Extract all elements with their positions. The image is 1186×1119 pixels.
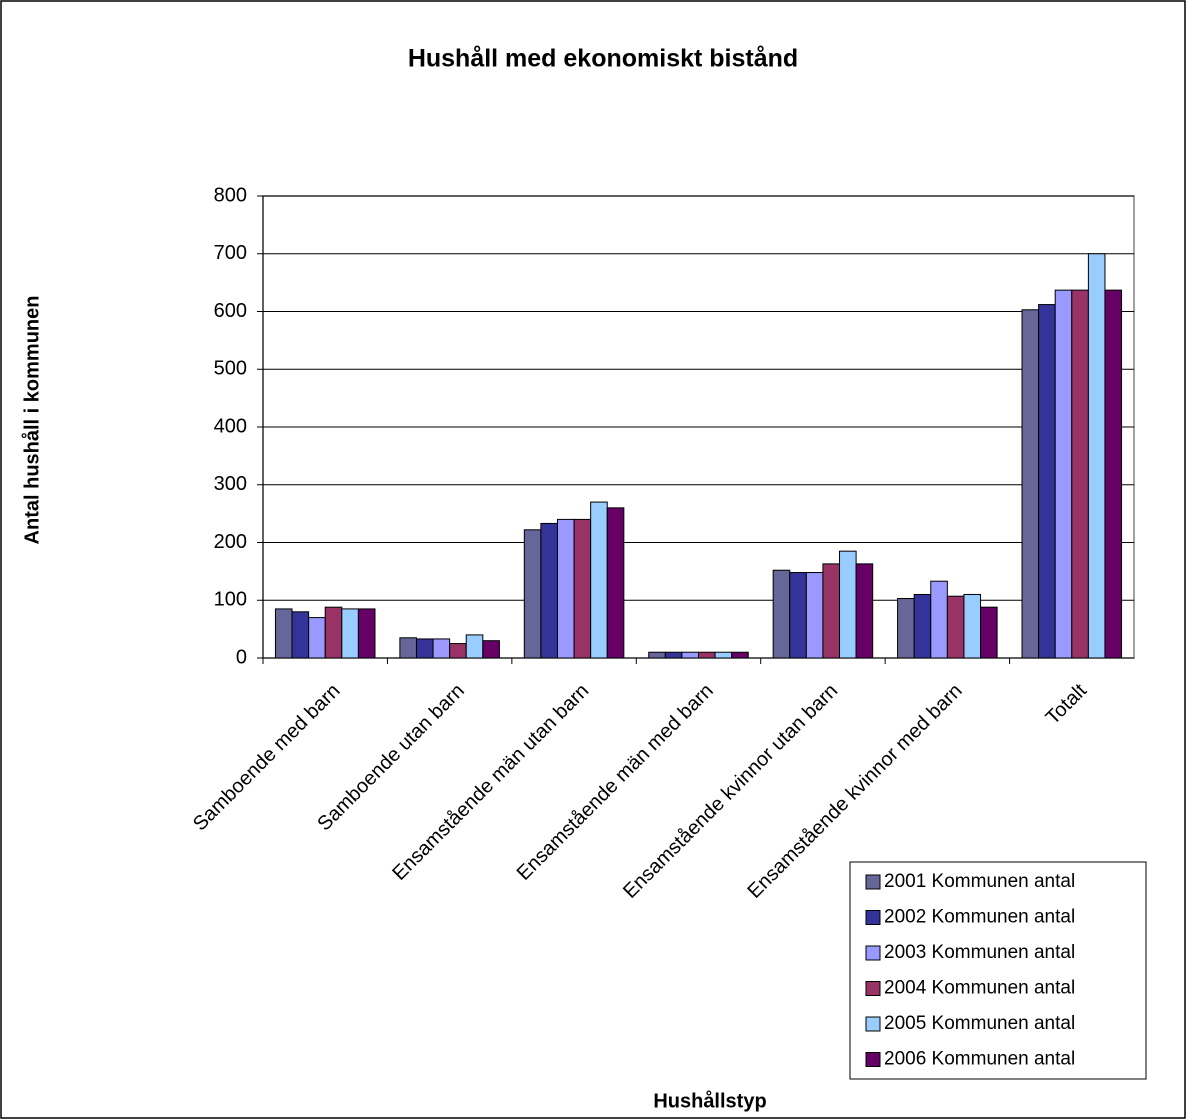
y-tick-label: 100 bbox=[214, 589, 247, 611]
bar bbox=[855, 563, 874, 659]
bar bbox=[731, 651, 749, 659]
bar bbox=[664, 651, 683, 659]
y-tick-label: 500 bbox=[214, 358, 247, 380]
legend-box bbox=[849, 861, 1147, 1080]
y-tick-label: 300 bbox=[214, 473, 247, 495]
bar bbox=[1021, 309, 1040, 659]
legend-label: 2004 Kommunen antal bbox=[884, 978, 1075, 999]
bar bbox=[805, 572, 824, 659]
bar bbox=[482, 640, 500, 659]
y-tick-label: 400 bbox=[214, 415, 247, 437]
bar bbox=[357, 608, 376, 659]
bar bbox=[963, 593, 982, 659]
bar bbox=[1104, 289, 1123, 659]
bar bbox=[822, 563, 841, 659]
bar bbox=[839, 550, 857, 659]
bar bbox=[714, 651, 733, 659]
bar bbox=[291, 611, 310, 659]
bar bbox=[556, 518, 575, 659]
chart-title: Hushåll med ekonomiskt bistånd bbox=[408, 45, 798, 73]
y-tick-label: 200 bbox=[214, 531, 247, 553]
bar bbox=[590, 501, 608, 659]
legend-swatch bbox=[865, 1052, 881, 1067]
bar bbox=[449, 643, 467, 659]
bar bbox=[897, 598, 915, 659]
bar bbox=[274, 608, 293, 659]
bar bbox=[573, 518, 592, 659]
legend-label: 2005 Kommunen antal bbox=[884, 1013, 1075, 1034]
legend-swatch bbox=[865, 910, 881, 925]
bar bbox=[698, 651, 716, 659]
bar bbox=[681, 651, 700, 659]
bar bbox=[1071, 289, 1089, 659]
legend-swatch bbox=[865, 874, 881, 890]
legend-swatch bbox=[865, 1016, 881, 1032]
legend-label: 2001 Kommunen antal bbox=[884, 871, 1075, 892]
bar bbox=[930, 580, 948, 659]
bar bbox=[606, 507, 625, 659]
bar bbox=[1087, 253, 1106, 659]
bar bbox=[415, 638, 434, 659]
bar bbox=[308, 617, 326, 659]
bar bbox=[648, 651, 666, 659]
y-axis-title: Antal hushåll i kommunen bbox=[20, 296, 43, 545]
bar bbox=[789, 572, 807, 659]
bar bbox=[772, 569, 791, 659]
bar bbox=[523, 529, 542, 659]
bar bbox=[341, 608, 359, 659]
legend-label: 2003 Kommunen antal bbox=[884, 942, 1075, 963]
legend-swatch bbox=[865, 981, 881, 996]
legend-swatch bbox=[865, 945, 881, 961]
bar bbox=[465, 634, 484, 659]
bar bbox=[540, 522, 558, 659]
legend-label: 2002 Kommunen antal bbox=[884, 907, 1075, 928]
x-axis-title: Hushållstyp bbox=[653, 1089, 766, 1112]
y-tick-label: 600 bbox=[214, 300, 247, 322]
bar bbox=[980, 606, 998, 659]
bar bbox=[399, 637, 417, 659]
y-tick-label: 800 bbox=[214, 184, 247, 206]
bar bbox=[946, 595, 965, 659]
bar bbox=[1038, 304, 1056, 659]
y-tick-label: 700 bbox=[214, 242, 247, 264]
bar bbox=[913, 593, 932, 659]
legend-label: 2006 Kommunen antal bbox=[884, 1049, 1075, 1070]
bar bbox=[1054, 289, 1073, 659]
bar bbox=[324, 606, 343, 659]
y-tick-label: 0 bbox=[236, 646, 247, 668]
bar bbox=[432, 638, 451, 659]
